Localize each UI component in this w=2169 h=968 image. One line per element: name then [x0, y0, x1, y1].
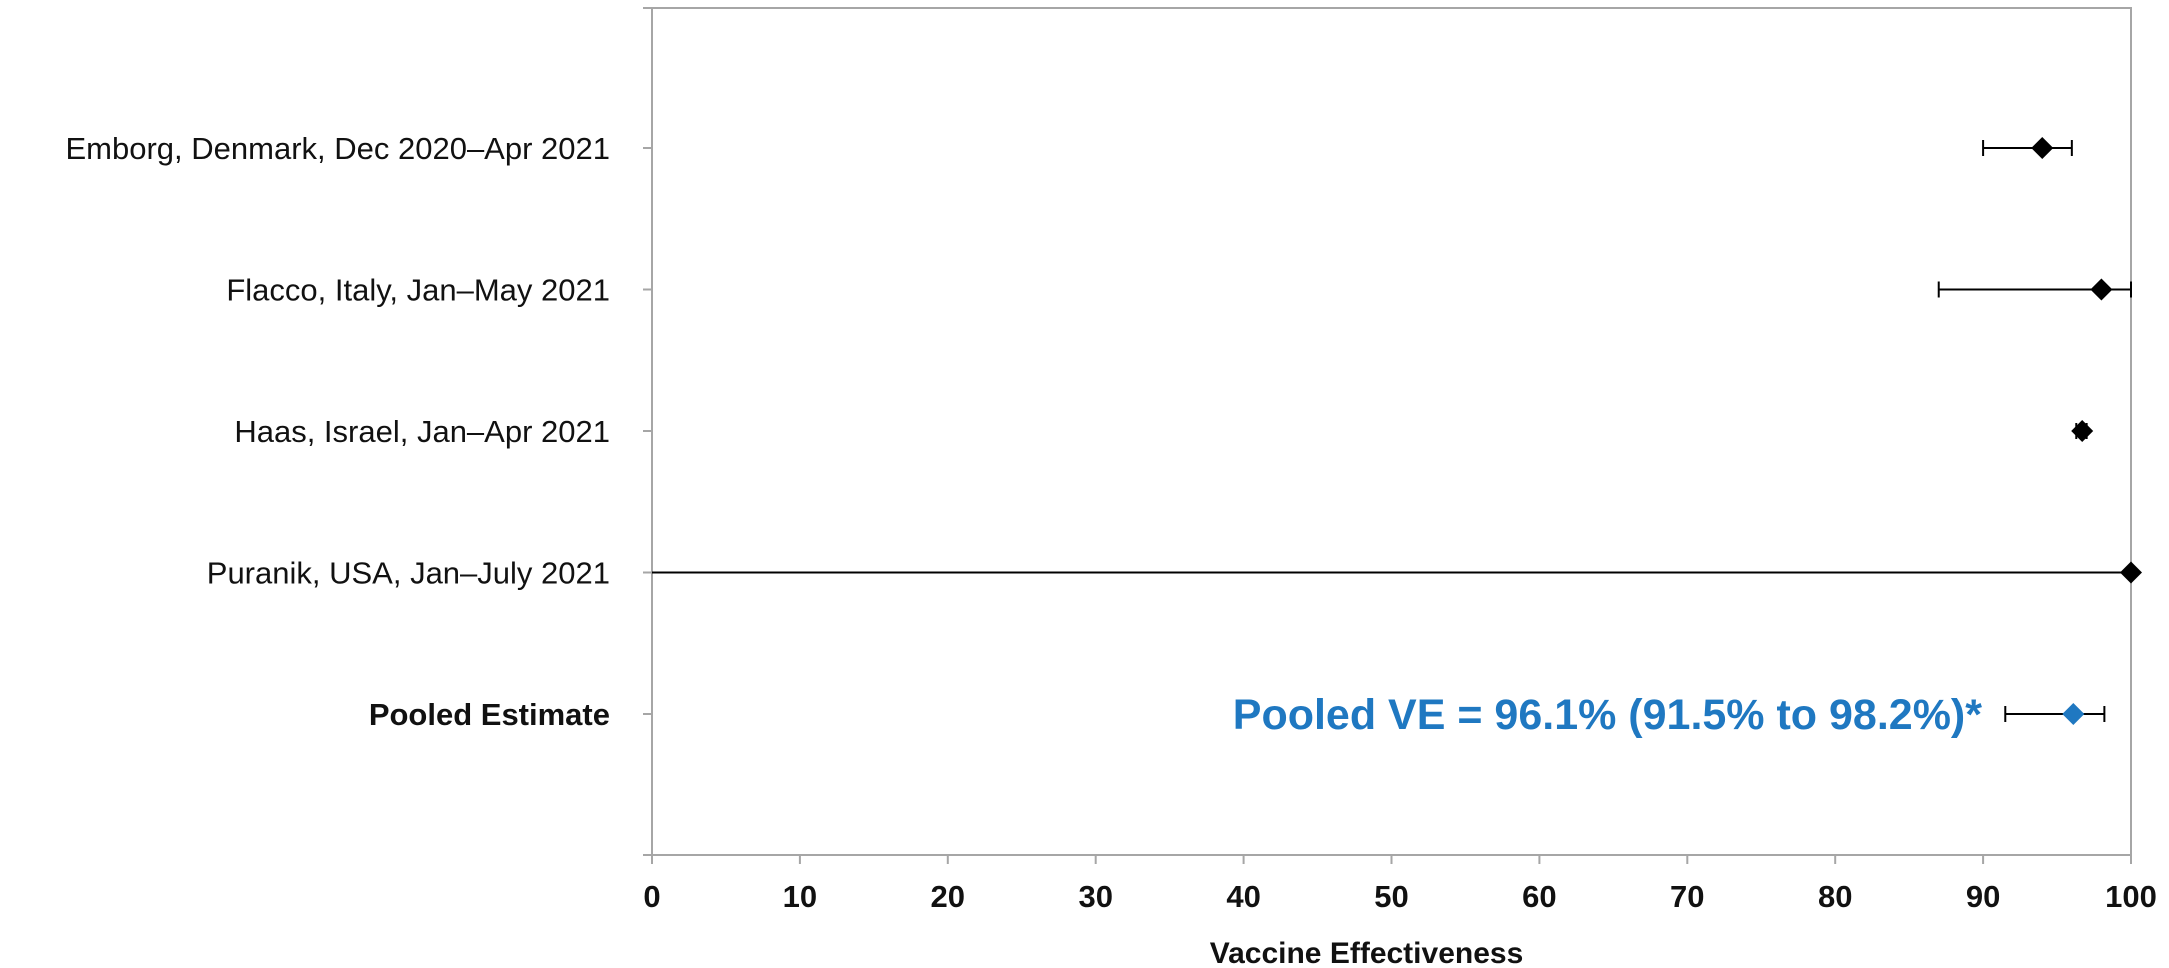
annotations: Pooled VE = 96.1% (91.5% to 98.2%)*	[1233, 691, 1982, 739]
x-axis-ticks: 0 10 20 30 40 50 60 70 80 90 100	[643, 855, 2157, 914]
x-tick-label: 10	[783, 879, 817, 914]
confidence-intervals	[652, 140, 2132, 722]
x-tick-label: 50	[1374, 879, 1408, 914]
study-label: Flacco, Italy, Jan–May 2021	[226, 273, 610, 308]
x-tick-label: 40	[1226, 879, 1260, 914]
y-axis-ticks	[643, 7, 652, 856]
study-estimate-marker	[2031, 137, 2054, 159]
pooled-estimate-marker	[2062, 703, 2085, 725]
study-label: Puranik, USA, Jan–July 2021	[207, 556, 610, 591]
study-label: Haas, Israel, Jan–Apr 2021	[234, 414, 610, 449]
x-tick-label: 70	[1670, 879, 1704, 914]
study-labels: Emborg, Denmark, Dec 2020–Apr 2021 Flacco…	[65, 131, 610, 732]
x-tick-label: 80	[1818, 879, 1852, 914]
study-label: Emborg, Denmark, Dec 2020–Apr 2021	[65, 131, 610, 166]
x-tick-label: 100	[2105, 879, 2157, 914]
study-estimate-marker	[2090, 278, 2113, 301]
x-tick-label: 90	[1966, 879, 2000, 914]
pooled-ve-annotation: Pooled VE = 96.1% (91.5% to 98.2%)*	[1233, 691, 1982, 739]
x-tick-label: 60	[1522, 879, 1556, 914]
x-axis-title: Vaccine Effectiveness	[1210, 937, 1524, 968]
x-tick-label: 0	[643, 879, 660, 914]
x-tick-label: 20	[931, 879, 965, 914]
point-estimates	[2031, 137, 2142, 725]
study-estimate-marker	[2071, 420, 2094, 442]
study-label: Pooled Estimate	[369, 697, 610, 732]
study-estimate-marker	[2120, 561, 2142, 584]
x-tick-label: 30	[1078, 879, 1112, 914]
